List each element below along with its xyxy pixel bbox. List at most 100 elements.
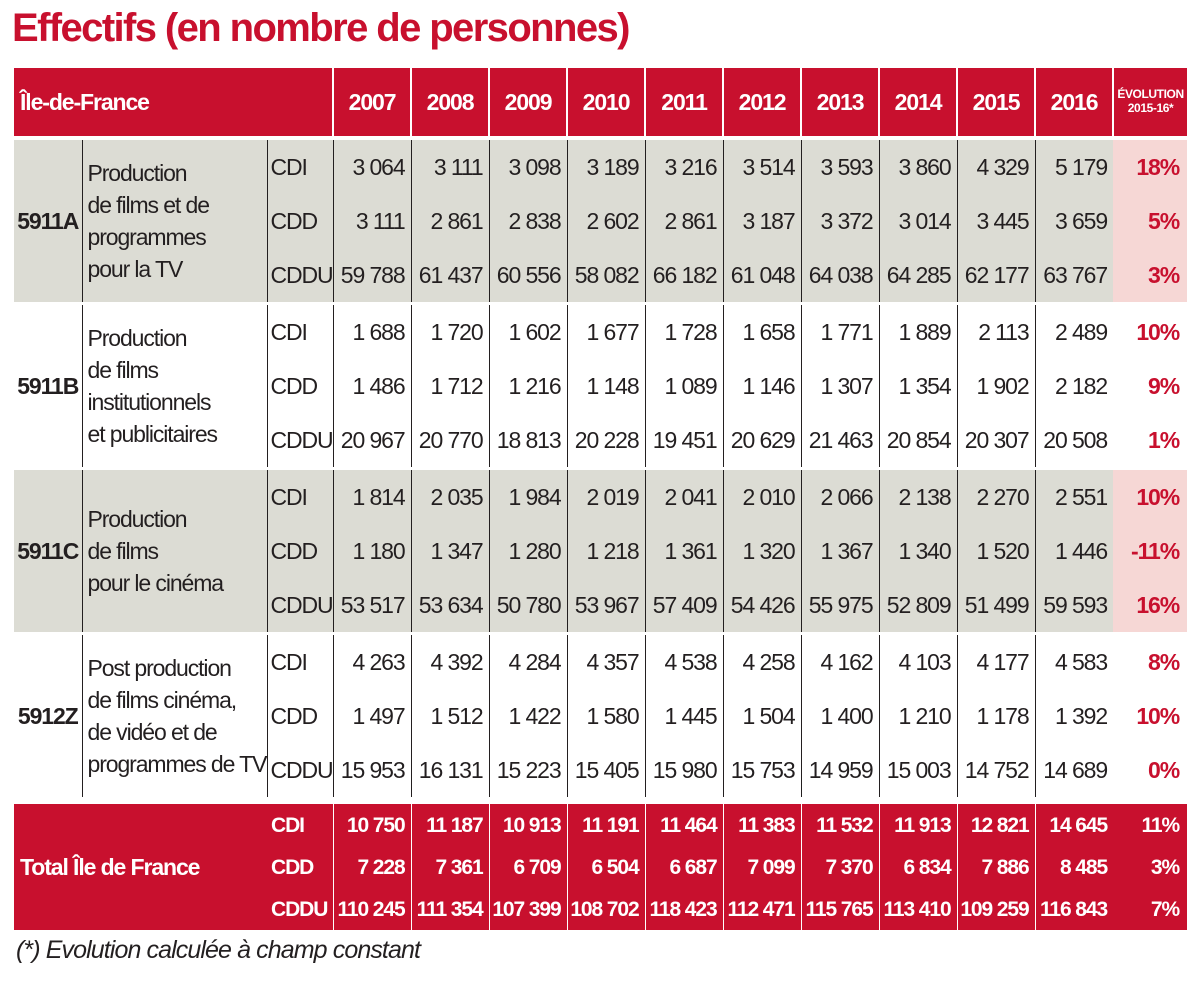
total-row: Total Île de France CDI 10 750 11 187 10 913…: [14, 800, 1188, 930]
group-separator-cell: [14, 797, 1188, 802]
total-headcount-cell: 110 245: [333, 888, 412, 930]
headcount-cell: 15 223: [489, 743, 568, 797]
contract-type: CDD: [267, 524, 334, 578]
headcount-cell: 2 270: [957, 470, 1036, 524]
footnote: (*) Evolution calculée à champ constant: [16, 936, 421, 964]
headcount-cell: 20 770: [411, 413, 490, 467]
headcount-cell: 18 813: [489, 413, 568, 467]
contract-type: CDD: [267, 194, 334, 248]
contract-type: CDD: [267, 689, 334, 743]
contract-type: CDI: [267, 470, 334, 524]
evolution-cell: 5%: [1113, 194, 1188, 248]
total-evolution-cell: 3%: [1113, 846, 1188, 888]
headcount-cell: 53 967: [567, 578, 646, 632]
headcount-cell: 1 354: [879, 359, 958, 413]
headcount-cell: 1 216: [489, 359, 568, 413]
sector-description-line: de films cinéma,: [87, 687, 238, 713]
headcount-cell: 3 014: [879, 194, 958, 248]
headcount-cell: 4 177: [957, 635, 1036, 689]
headcount-cell: 14 689: [1035, 743, 1114, 797]
headcount-cell: 1 658: [723, 305, 802, 359]
sector-description-line: Production: [87, 325, 188, 351]
total-row: CDD 7 228 7 361 6 709 6 504 6 687 7 099 7 370 6 …: [14, 846, 1188, 888]
headcount-cell: 2 838: [489, 194, 568, 248]
total-headcount-cell: 10 750: [333, 800, 412, 846]
total-headcount-cell: 11 464: [645, 800, 724, 846]
headcount-cell: 1 580: [567, 689, 646, 743]
total-headcount-cell: 111 354: [411, 888, 490, 930]
sector-description-line: programmes: [87, 224, 207, 250]
table-row: CDDU 15 953 16 131 15 223 15 405 15 980 15 753…: [14, 743, 1188, 797]
table-row: 5911B Production de films institutionnels et…: [14, 305, 1188, 467]
headcount-cell: 4 538: [645, 635, 724, 689]
headcount-cell: 1 400: [801, 689, 880, 743]
total-headcount-cell: 112 471: [723, 888, 802, 930]
effectifs-table: Île-de-France 2007 2008 2009 2010 2011 2…: [14, 68, 1188, 930]
evolution-header-line1: ÉVOLUTION: [1117, 87, 1184, 102]
headcount-cell: 20 228: [567, 413, 646, 467]
total-headcount-cell: 115 765: [801, 888, 880, 930]
header-row: Île-de-France 2007 2008 2009 2010 2011 2…: [14, 68, 1188, 140]
year-header: 2009: [488, 68, 568, 140]
headcount-cell: 60 556: [489, 248, 568, 302]
headcount-cell: 3 098: [489, 138, 568, 194]
headcount-cell: 1 720: [411, 305, 490, 359]
total-row: CDDU 110 245 111 354 107 399 108 702 118 423 1…: [14, 888, 1188, 930]
evolution-cell: 8%: [1113, 635, 1188, 689]
table-row: 5911C Production de films pour le cinéma CDI…: [14, 470, 1188, 632]
headcount-cell: 1 361: [645, 524, 724, 578]
sector-description: Production de films et de programmes pour l…: [82, 138, 268, 302]
headcount-cell: 20 508: [1035, 413, 1114, 467]
headcount-cell: 1 902: [957, 359, 1036, 413]
year-header: 2008: [410, 68, 490, 140]
headcount-cell: 64 285: [879, 248, 958, 302]
headcount-cell: 3 216: [645, 138, 724, 194]
headcount-cell: 2 861: [645, 194, 724, 248]
headcount-cell: 3 372: [801, 194, 880, 248]
headcount-cell: 4 258: [723, 635, 802, 689]
headcount-cell: 61 437: [411, 248, 490, 302]
total-headcount-cell: 6 687: [645, 846, 724, 888]
total-headcount-cell: 109 259: [957, 888, 1036, 930]
contract-type: CDDU: [267, 248, 334, 302]
group-separator: [14, 302, 1188, 305]
headcount-cell: 3 187: [723, 194, 802, 248]
headcount-cell: 4 329: [957, 138, 1036, 194]
headcount-cell: 2 489: [1035, 305, 1114, 359]
sector-description-line: institutionnels: [87, 389, 212, 415]
headcount-cell: 1 602: [489, 305, 568, 359]
group-separator-cell: [14, 302, 1188, 305]
evolution-cell: 1%: [1113, 413, 1188, 467]
headcount-cell: 57 409: [645, 578, 724, 632]
headcount-cell: 1 497: [333, 689, 412, 743]
year-header: 2013: [800, 68, 880, 140]
headcount-cell: 66 182: [645, 248, 724, 302]
headcount-cell: 2 019: [567, 470, 646, 524]
total-headcount-cell: 12 821: [957, 800, 1036, 846]
total-headcount-cell: 7 886: [957, 846, 1036, 888]
evolution-cell: 16%: [1113, 578, 1188, 632]
total-headcount-cell: 11 383: [723, 800, 802, 846]
table-row: 5911A Production de films et de programmes p…: [14, 138, 1188, 302]
sector-code: 5911C: [14, 470, 83, 632]
headcount-cell: 2 041: [645, 470, 724, 524]
headcount-cell: 1 178: [957, 689, 1036, 743]
evolution-cell: 10%: [1113, 470, 1188, 524]
headcount-cell: 1 889: [879, 305, 958, 359]
headcount-cell: 15 003: [879, 743, 958, 797]
headcount-cell: 15 953: [333, 743, 412, 797]
total-evolution-cell: 7%: [1113, 888, 1188, 930]
headcount-cell: 15 980: [645, 743, 724, 797]
headcount-cell: 1 771: [801, 305, 880, 359]
headcount-cell: 61 048: [723, 248, 802, 302]
sector-description-line: de films: [87, 538, 160, 564]
table-row: 5912Z Post production de films cinéma, de v…: [14, 635, 1188, 797]
headcount-cell: 62 177: [957, 248, 1036, 302]
group-separator: [14, 467, 1188, 470]
evolution-cell: 3%: [1113, 248, 1188, 302]
headcount-cell: 20 629: [723, 413, 802, 467]
headcount-cell: 50 780: [489, 578, 568, 632]
headcount-cell: 55 975: [801, 578, 880, 632]
total-headcount-cell: 7 099: [723, 846, 802, 888]
headcount-cell: 1 688: [333, 305, 412, 359]
